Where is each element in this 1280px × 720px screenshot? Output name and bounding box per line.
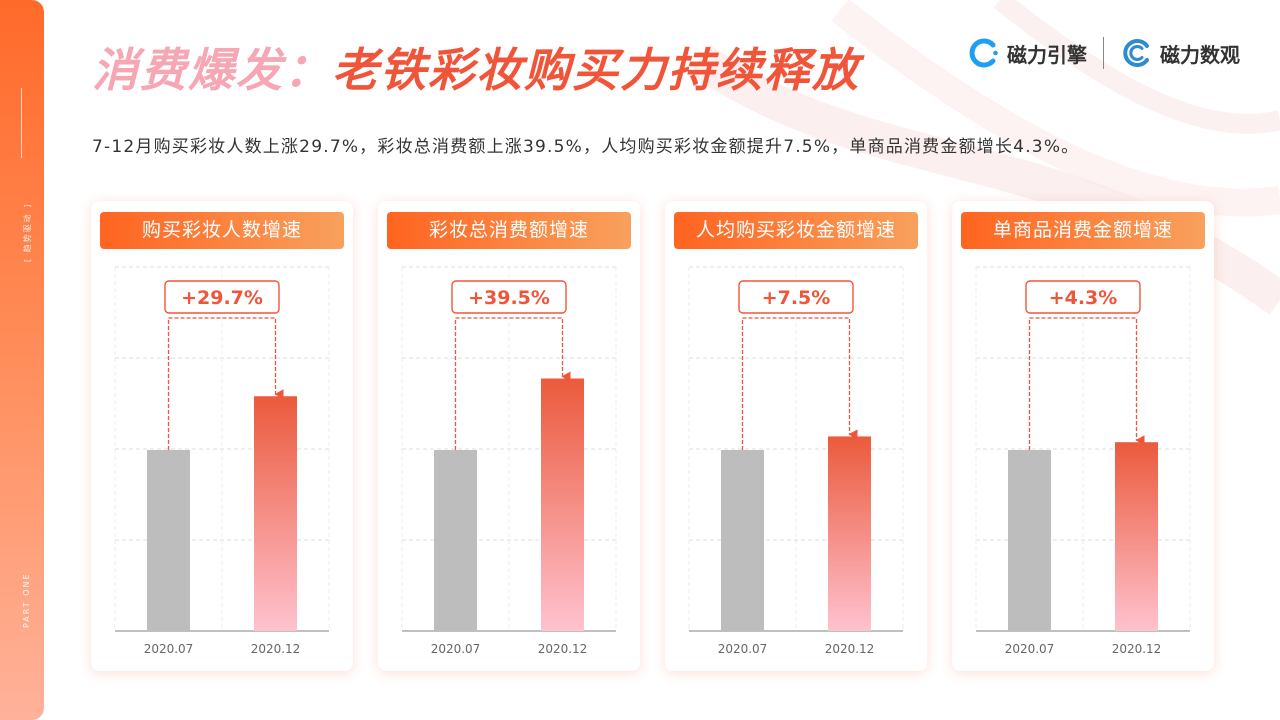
sidebar-section-tag: [ 趋势驱动 ] xyxy=(23,202,32,262)
c-arc-icon xyxy=(969,38,998,68)
change-label-box xyxy=(1025,280,1141,314)
page-title-part1: 消费爆发： xyxy=(92,43,332,97)
change-label: +4.3% xyxy=(1049,287,1118,309)
chart-card: 人均购买彩妆金额增速 2020.07 2020.12 +7.5% xyxy=(665,201,927,671)
logo-label: 磁力数观 xyxy=(1160,42,1240,67)
sidebar-part-label: PART ONE xyxy=(22,572,31,628)
chart-card: 彩妆总消费额增速 2020.07 2020.12 +39.5% xyxy=(378,201,640,671)
sidebar-divider xyxy=(21,88,22,158)
change-arrow xyxy=(454,317,571,450)
bar-2020.12 xyxy=(828,436,871,631)
x-tick-label: 2020.12 xyxy=(825,642,875,656)
page-subtitle: 7-12月购买彩妆人数上涨29.7%，彩妆总消费额上涨39.5%，人均购买彩妆金… xyxy=(92,137,1080,157)
change-label: +7.5% xyxy=(762,287,831,309)
bar-2020.12 xyxy=(254,396,297,631)
chart-card: 购买彩妆人数增速 2020.07 2020.12 +29.7% xyxy=(91,201,353,671)
change-label-box xyxy=(164,280,280,314)
bar-chart: 2020.07 2020.12 +39.5% xyxy=(401,266,617,656)
chart-card-title: 彩妆总消费额增速 xyxy=(387,212,631,249)
page-title: 消费爆发：老铁彩妆购买力持续释放 xyxy=(92,34,860,100)
c-ring-icon xyxy=(1123,39,1149,67)
x-tick-label: 2020.12 xyxy=(1112,642,1162,656)
logo-divider xyxy=(1103,37,1104,69)
logo-label: 磁力引擎 xyxy=(1007,42,1087,67)
bar-chart: 2020.07 2020.12 +29.7% xyxy=(114,266,330,656)
bar-2020.12 xyxy=(1115,442,1158,631)
change-arrow xyxy=(167,317,284,450)
x-tick-label: 2020.12 xyxy=(538,642,588,656)
change-arrow xyxy=(741,317,858,450)
change-arrow xyxy=(1028,317,1145,450)
brand-logos: 磁力引擎 磁力数观 xyxy=(967,36,1240,70)
bar-chart: 2020.07 2020.12 +7.5% xyxy=(688,266,904,656)
x-tick-label: 2020.07 xyxy=(144,642,194,656)
change-label-box xyxy=(451,280,567,314)
logo-citing-data: 磁力数观 xyxy=(1120,36,1240,70)
x-tick-label: 2020.07 xyxy=(718,642,768,656)
chart-card-title: 单商品消费金额增速 xyxy=(961,212,1205,249)
sidebar: [ 趋势驱动 ] PART ONE xyxy=(0,0,44,720)
bar-2020.07 xyxy=(147,450,190,631)
page-title-part2: 老铁彩妆购买力持续释放 xyxy=(332,43,860,97)
bar-2020.07 xyxy=(1008,450,1051,631)
bar-2020.07 xyxy=(721,450,764,631)
x-tick-label: 2020.07 xyxy=(1005,642,1055,656)
bar-2020.12 xyxy=(541,378,584,631)
change-label: +39.5% xyxy=(468,287,550,309)
chart-card-title: 购买彩妆人数增速 xyxy=(100,212,344,249)
change-label-box xyxy=(738,280,854,314)
x-tick-label: 2020.07 xyxy=(431,642,481,656)
change-label: +29.7% xyxy=(181,287,263,309)
logo-citing-engine: 磁力引擎 xyxy=(967,36,1087,70)
bar-chart: 2020.07 2020.12 +4.3% xyxy=(975,266,1191,656)
chart-card: 单商品消费金额增速 2020.07 2020.12 +4.3% xyxy=(952,201,1214,671)
x-tick-label: 2020.12 xyxy=(251,642,301,656)
bar-2020.07 xyxy=(434,450,477,631)
chart-card-title: 人均购买彩妆金额增速 xyxy=(674,212,918,249)
